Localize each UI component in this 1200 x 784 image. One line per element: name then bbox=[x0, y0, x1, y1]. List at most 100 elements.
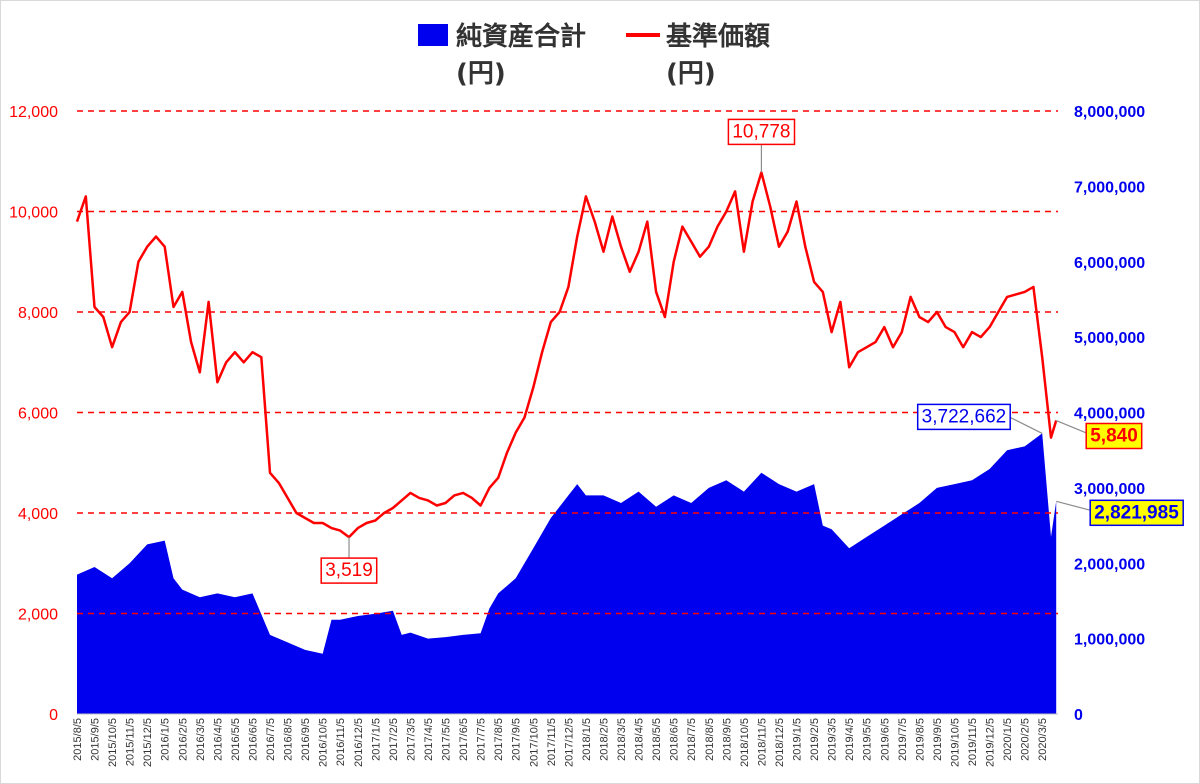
y-left-tick-label: 12,000 bbox=[9, 104, 58, 121]
x-tick-label: 2016/2/5 bbox=[177, 718, 189, 761]
y-right-tick-label: 5,000,000 bbox=[1074, 330, 1145, 347]
x-tick-label: 2019/2/5 bbox=[809, 718, 821, 761]
x-tick-label: 2019/5/5 bbox=[862, 718, 874, 761]
x-tick-label: 2016/9/5 bbox=[300, 718, 312, 761]
x-tick-label: 2019/6/5 bbox=[879, 718, 891, 761]
x-tick-label: 2017/6/5 bbox=[458, 718, 470, 761]
legend-label-net-assets: 純資産合計 bbox=[456, 21, 586, 52]
x-tick-label: 2020/1/5 bbox=[1002, 718, 1014, 761]
annotation-leader bbox=[1056, 419, 1091, 436]
x-tick-label: 2015/10/5 bbox=[107, 718, 119, 767]
x-tick-label: 2019/7/5 bbox=[897, 718, 909, 761]
y-right-tick-label: 6,000,000 bbox=[1074, 255, 1145, 272]
x-tick-label: 2017/2/5 bbox=[388, 718, 400, 761]
plot-area: 10,778 3,519 5,840 3,722,662 2,821,985 bbox=[75, 110, 1184, 715]
legend: 純資産合計 (円) 基準価額 (円) bbox=[418, 21, 770, 89]
x-tick-label: 2017/12/5 bbox=[563, 718, 575, 767]
annotation-label: 10,778 bbox=[732, 121, 790, 142]
x-tick-label: 2016/6/5 bbox=[248, 718, 260, 761]
x-tick-label: 2017/10/5 bbox=[528, 718, 540, 767]
y-left-tick-label: 6,000 bbox=[18, 406, 58, 423]
y-left-tick-label: 0 bbox=[49, 707, 58, 724]
y-right-tick-label: 4,000,000 bbox=[1074, 406, 1145, 423]
legend-label-nav: 基準価額 bbox=[666, 21, 770, 52]
annotation-nav: 10,778 bbox=[727, 118, 796, 173]
y-left-tick-label: 10,000 bbox=[9, 205, 58, 222]
x-tick-label: 2020/2/5 bbox=[1020, 718, 1032, 761]
x-tick-label: 2016/11/5 bbox=[335, 718, 347, 766]
y-left-tick-label: 4,000 bbox=[18, 506, 58, 523]
x-tick-label: 2016/10/5 bbox=[318, 718, 330, 767]
x-tick-label: 2017/3/5 bbox=[405, 718, 417, 761]
x-tick-label: 2015/9/5 bbox=[90, 718, 102, 761]
annotation-label: 2,821,985 bbox=[1094, 502, 1179, 523]
x-tick-label: 2016/4/5 bbox=[212, 718, 224, 761]
annotation-label: 5,840 bbox=[1090, 426, 1138, 447]
x-tick-label: 2019/4/5 bbox=[844, 718, 856, 761]
x-tick-label: 2018/12/5 bbox=[774, 718, 786, 767]
x-tick-label: 2017/11/5 bbox=[546, 718, 558, 766]
x-tick-label: 2019/8/5 bbox=[914, 718, 926, 761]
x-tick-label: 2019/9/5 bbox=[932, 718, 944, 761]
x-tick-label: 2018/9/5 bbox=[721, 718, 733, 761]
y-right-tick-label: 1,000,000 bbox=[1074, 632, 1145, 649]
x-tick-label: 2018/3/5 bbox=[616, 718, 628, 761]
y-axis-right: 0 1,000,000 2,000,000 3,000,000 4,000,000 5,0… bbox=[1074, 104, 1145, 724]
net-assets-area bbox=[77, 433, 1057, 714]
y-left-tick-label: 2,000 bbox=[18, 607, 58, 624]
x-tick-label: 2018/11/5 bbox=[756, 718, 768, 766]
y-right-tick-label: 8,000,000 bbox=[1074, 104, 1145, 121]
annotation-box bbox=[727, 118, 796, 146]
annotation-box bbox=[916, 403, 1011, 431]
annotation-box bbox=[320, 557, 378, 584]
net-assets-area-layer bbox=[77, 433, 1057, 714]
x-tick-label: 2017/7/5 bbox=[476, 718, 488, 761]
x-tick-label: 2019/1/5 bbox=[792, 718, 804, 761]
x-tick-label: 2018/2/5 bbox=[599, 718, 611, 761]
x-tick-label: 2015/12/5 bbox=[142, 718, 154, 767]
annotation-label: 3,722,662 bbox=[922, 406, 1007, 427]
x-tick-label: 2019/3/5 bbox=[827, 718, 839, 761]
annotations: 10,778 3,519 5,840 3,722,662 2,821,985 bbox=[320, 118, 1184, 584]
x-tick-label: 2015/8/5 bbox=[72, 718, 84, 761]
annotation-box bbox=[1089, 499, 1184, 527]
x-tick-label: 2017/9/5 bbox=[511, 718, 523, 761]
x-tick-label: 2019/10/5 bbox=[950, 718, 962, 767]
y-right-tick-label: 2,000,000 bbox=[1074, 556, 1145, 573]
x-tick-label: 2017/5/5 bbox=[441, 718, 453, 761]
x-tick-label: 2016/7/5 bbox=[265, 718, 277, 761]
x-tick-label: 2016/1/5 bbox=[160, 718, 172, 761]
x-tick-label: 2016/3/5 bbox=[195, 718, 207, 761]
nav-line bbox=[75, 171, 1058, 539]
legend-unit-net-assets: (円) bbox=[456, 59, 506, 89]
x-tick-label: 2016/12/5 bbox=[353, 718, 365, 767]
x-tick-label: 2016/8/5 bbox=[283, 718, 295, 761]
x-axis: 2015/8/5 2015/9/5 2015/10/5 2015/11/5 2015/1… bbox=[72, 718, 1049, 767]
annotation-net-assets: 3,722,662 bbox=[916, 403, 1043, 434]
x-tick-label: 2018/10/5 bbox=[739, 718, 751, 767]
annotation-nav: 3,519 bbox=[320, 537, 378, 584]
x-tick-label: 2018/4/5 bbox=[634, 718, 646, 761]
x-tick-label: 2015/11/5 bbox=[125, 718, 137, 766]
x-tick-label: 2017/8/5 bbox=[493, 718, 505, 761]
x-tick-label: 2017/1/5 bbox=[370, 718, 382, 761]
annotation-nav: 5,840 bbox=[1056, 419, 1143, 450]
x-tick-label: 2018/8/5 bbox=[704, 718, 716, 761]
x-tick-label: 2020/3/5 bbox=[1037, 718, 1049, 761]
legend-unit-nav: (円) bbox=[666, 59, 716, 89]
x-tick-label: 2018/7/5 bbox=[686, 718, 698, 761]
x-tick-label: 2019/11/5 bbox=[967, 718, 979, 766]
x-tick-label: 2017/4/5 bbox=[423, 718, 435, 761]
annotation-label: 3,519 bbox=[325, 560, 373, 581]
y-right-tick-label: 3,000,000 bbox=[1074, 481, 1145, 498]
x-tick-label: 2019/12/5 bbox=[985, 718, 997, 767]
legend-swatch-area bbox=[418, 24, 448, 46]
nav-line-layer bbox=[75, 171, 1058, 539]
x-tick-label: 2018/1/5 bbox=[581, 718, 593, 761]
annotation-leader bbox=[1056, 500, 1095, 512]
annotation-box bbox=[1085, 422, 1143, 450]
y-right-tick-label: 0 bbox=[1074, 707, 1083, 724]
gridlines bbox=[77, 110, 1058, 715]
annotation-net-assets: 2,821,985 bbox=[1056, 499, 1184, 527]
